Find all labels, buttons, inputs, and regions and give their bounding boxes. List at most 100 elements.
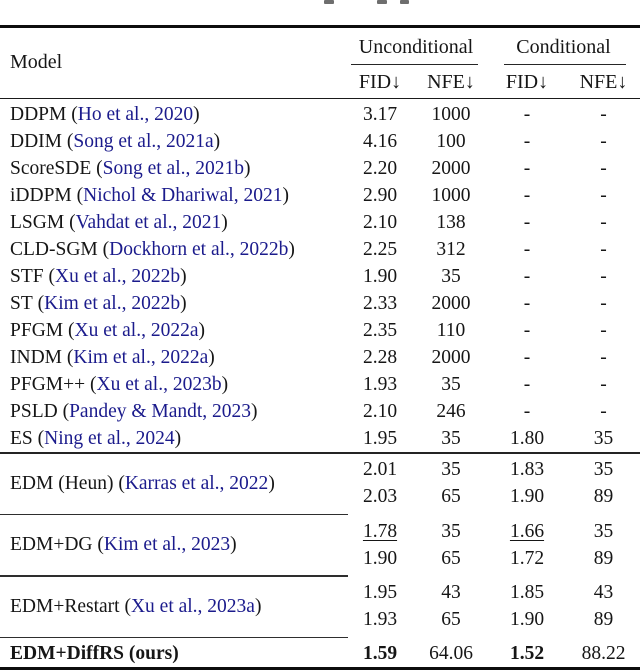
value-cell: 1.90 <box>362 265 398 287</box>
paren-close: ) <box>213 130 221 152</box>
table-final-row-slot: EDM+DiffRS (ours) 1.59 64.06 1.52 88.22 <box>0 640 640 667</box>
value-cell: 1.85 <box>509 582 545 604</box>
model-cell: ST (Kim et al., 2022b) <box>0 293 345 315</box>
caption-fragment <box>400 0 409 4</box>
citation-link[interactable]: Xu et al., 2023b <box>96 373 222 395</box>
value-cell: - <box>600 130 607 152</box>
model-name: EDM+Restart <box>10 595 120 617</box>
value-cell: 312 <box>436 238 466 260</box>
table-bottom-rule <box>0 667 640 670</box>
value-cell: 2.20 <box>362 157 398 179</box>
value-cell: - <box>600 292 607 314</box>
citation-link[interactable]: Xu et al., 2022b <box>54 265 181 287</box>
model-name: EDM (Heun) <box>10 472 114 494</box>
citation-link[interactable]: Kim et al., 2022b <box>44 292 181 314</box>
cmidrule-unconditional <box>351 63 478 65</box>
value-cell: - <box>600 157 607 179</box>
value-cell: 1.59 <box>362 642 398 664</box>
citation-link[interactable]: Vahdat et al., 2021 <box>75 211 222 233</box>
value-cell: 2000 <box>431 292 471 314</box>
model-name: DDIM <box>10 130 62 152</box>
value-cell: - <box>600 211 607 233</box>
table-row: ST (Kim et al., 2022b) 2.33 2000 - - <box>0 290 640 317</box>
paren-close: ) <box>180 265 187 287</box>
table-body: DDPM (Ho et al., 2020) 3.17 1000- - DDIM (So… <box>0 99 640 452</box>
citation-link[interactable]: Dockhorn et al., 2022b <box>109 238 289 260</box>
citation-link[interactable]: Xu et al., 2022a <box>74 319 199 341</box>
citation-link[interactable]: Kim et al., 2023 <box>103 534 231 556</box>
value-cell: 64.06 <box>429 642 473 664</box>
model-cell: iDDPM (Nichol & Dhariwal, 2021) <box>0 185 345 207</box>
value-cell: 35 <box>593 427 614 449</box>
paren-close: ) <box>221 211 228 233</box>
model-name: ScoreSDE <box>10 157 92 179</box>
model-cell: ES (Ning et al., 2024) <box>0 428 345 450</box>
paren-open: ( <box>64 211 76 233</box>
value-cell: 246 <box>436 400 466 422</box>
value-cell: 43 <box>441 582 461 604</box>
paren-open: ( <box>71 184 84 206</box>
model-name: PSLD <box>10 400 58 422</box>
citation-link[interactable]: Ho et al., 2020 <box>77 103 194 125</box>
group-separator-rule <box>0 513 348 516</box>
paren-open: ( <box>57 400 70 422</box>
value-cell: 2.90 <box>362 184 398 206</box>
model-cell: ScoreSDE (Song et al., 2021b) <box>0 158 345 180</box>
value-cell: 2000 <box>431 346 471 368</box>
model-cell: DDIM (Song et al., 2021a) <box>0 131 345 153</box>
paren-open: ( <box>32 292 45 314</box>
model-name: EDM+DiffRS (ours) <box>10 642 179 664</box>
table-top-rule <box>0 25 640 28</box>
column-header-fid-unconditional: FID↓ <box>358 70 402 93</box>
model-cell: CLD-SGM (Dockhorn et al., 2022b) <box>0 239 345 261</box>
citation-link[interactable]: Nichol & Dhariwal, 2021 <box>83 184 283 206</box>
value-cell: 2.10 <box>362 400 398 422</box>
table-row: PFGM (Xu et al., 2022a) 2.35 110 - - <box>0 317 640 344</box>
table-header: Model Unconditional Conditional FID↓ NFE… <box>0 28 640 98</box>
column-group-conditional: Conditional <box>487 33 640 65</box>
paren-open: ( <box>91 157 103 179</box>
value-cell: - <box>600 103 607 125</box>
value-cell: 2000 <box>431 157 471 179</box>
value-cell: 1.95 <box>362 427 398 449</box>
value-cell: 1.83 <box>509 459 545 481</box>
value-cell: 2.25 <box>362 238 398 260</box>
citation-link[interactable]: Ning et al., 2024 <box>44 427 175 449</box>
table-row: PFGM++ (Xu et al., 2023b) 1.93 35 - - <box>0 371 640 398</box>
citation-link[interactable]: Pandey & Mandt, 2023 <box>69 400 252 422</box>
value-cell: - <box>523 184 531 206</box>
value-cell: 1.90 <box>362 547 398 569</box>
column-group-unconditional: Unconditional <box>345 33 487 65</box>
model-cell: EDM+Restart (Xu et al., 2023a) <box>0 596 345 618</box>
model-name: iDDPM <box>10 184 72 206</box>
citation-link[interactable]: Karras et al., 2022 <box>124 472 269 494</box>
paren-close: ) <box>174 427 182 449</box>
group-separator-rule <box>0 636 348 639</box>
citation-link[interactable]: Song et al., 2021a <box>73 130 214 152</box>
value-cell: - <box>523 292 531 314</box>
model-name: INDM <box>10 346 62 368</box>
model-name: CLD-SGM <box>10 238 98 260</box>
value-cell: 1.52 <box>509 642 545 664</box>
group-label-unconditional: Unconditional <box>358 35 474 58</box>
value-cell: - <box>523 103 531 125</box>
model-name: ES <box>10 427 33 449</box>
model-cell: INDM (Kim et al., 2022a) <box>0 347 345 369</box>
model-cell: PFGM (Xu et al., 2022a) <box>0 320 345 342</box>
column-header-nfe-unconditional: NFE↓ <box>427 70 475 93</box>
caption-fragment <box>324 0 334 4</box>
value-cell: 35 <box>441 459 461 481</box>
paren-close: ) <box>230 534 237 556</box>
value-cell: - <box>523 157 531 179</box>
citation-link[interactable]: Xu et al., 2023a <box>130 595 255 617</box>
model-cell: EDM+DG (Kim et al., 2023) <box>0 534 345 556</box>
value-cell: 3.17 <box>362 103 398 125</box>
citation-link[interactable]: Song et al., 2021b <box>102 157 244 179</box>
paren-open: ( <box>62 346 74 368</box>
value-cell: - <box>600 184 607 206</box>
column-header-fid-conditional: FID↓ <box>505 70 549 93</box>
value-cell: - <box>523 130 531 152</box>
model-cell: DDPM (Ho et al., 2020) <box>0 104 345 126</box>
citation-link[interactable]: Kim et al., 2022a <box>73 346 209 368</box>
paren-open: ( <box>66 103 78 125</box>
